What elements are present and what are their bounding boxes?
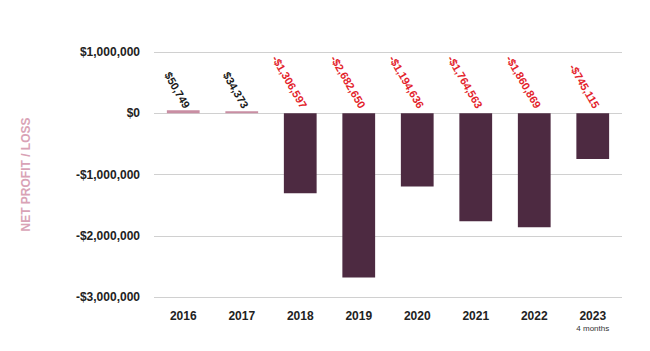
- svg-text:-$1,764,563: -$1,764,563: [445, 53, 485, 110]
- svg-text:NET PROFIT / LOSS: NET PROFIT / LOSS: [19, 117, 33, 231]
- svg-text:-$1,194,636: -$1,194,636: [387, 53, 427, 110]
- svg-text:$1,000,000: $1,000,000: [80, 45, 140, 59]
- svg-text:2020: 2020: [404, 309, 431, 323]
- svg-text:-$1,000,000: -$1,000,000: [76, 168, 140, 182]
- svg-text:2017: 2017: [228, 309, 255, 323]
- svg-text:2016: 2016: [170, 309, 197, 323]
- svg-text:$34,373: $34,373: [221, 70, 251, 110]
- svg-text:$0: $0: [127, 106, 141, 120]
- svg-text:-$1,860,869: -$1,860,869: [504, 53, 544, 110]
- svg-text:-$3,000,000: -$3,000,000: [76, 290, 140, 304]
- svg-text:-$2,000,000: -$2,000,000: [76, 229, 140, 243]
- svg-text:2019: 2019: [345, 309, 372, 323]
- svg-text:-$2,682,650: -$2,682,650: [328, 53, 368, 110]
- svg-text:2018: 2018: [287, 309, 314, 323]
- svg-text:2022: 2022: [521, 309, 548, 323]
- svg-text:$50,749: $50,749: [162, 70, 192, 110]
- svg-text:4 months: 4 months: [576, 324, 609, 333]
- svg-text:2023: 2023: [579, 309, 606, 323]
- svg-text:2021: 2021: [462, 309, 489, 323]
- svg-text:-$745,115: -$745,115: [567, 62, 602, 110]
- svg-text:-$1,306,597: -$1,306,597: [270, 53, 310, 110]
